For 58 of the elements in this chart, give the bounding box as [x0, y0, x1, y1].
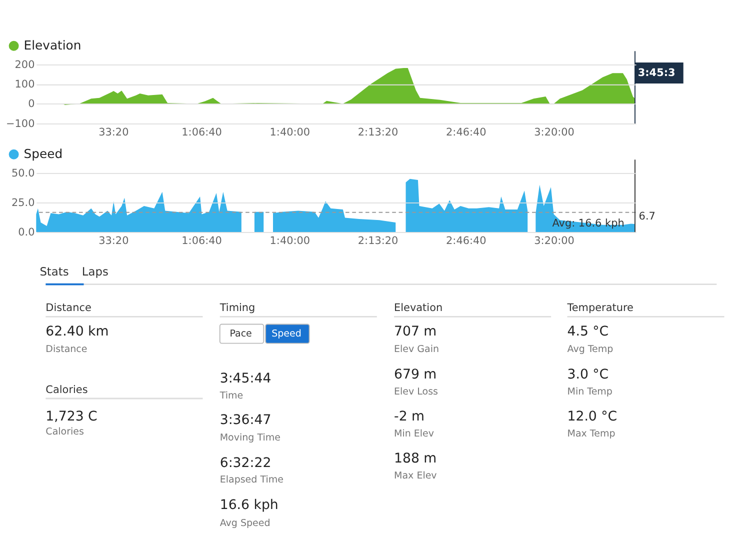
text: Temperature [566, 302, 634, 314]
text: 3:36:47 [220, 413, 272, 428]
text: Max Temp [567, 428, 616, 440]
text: Calories [46, 384, 88, 396]
text: 16.6 kph [220, 498, 278, 513]
text: 3.0 °C [567, 368, 609, 383]
text: Moving Time [220, 432, 281, 444]
text: Stats [40, 264, 69, 279]
y-tick-label: 50.0 [11, 167, 35, 180]
text: Min Elev [394, 428, 434, 440]
text: 188 m [394, 451, 437, 466]
text: 3:45:3 [638, 66, 676, 79]
y-tick-label: 200 [14, 58, 35, 71]
text: Distance [46, 302, 92, 314]
text: Speed [272, 328, 302, 340]
x-tick-label: 33:20 [98, 234, 129, 247]
x-tick-label: 1:40:00 [270, 126, 310, 138]
text: Timing [218, 302, 256, 314]
legend-label: Speed [24, 147, 63, 162]
x-tick-label: 33:20 [98, 126, 129, 138]
y-tick-label: 0 [28, 98, 35, 110]
text: Elevation [394, 302, 443, 314]
text: Min Temp [567, 386, 612, 398]
y-tick-label: 100 [14, 78, 35, 90]
text: Time [218, 390, 244, 402]
text: Elev Gain [394, 344, 440, 355]
text: 12.0 °C [567, 409, 618, 424]
text: -2 m [394, 409, 425, 424]
y-tick-label: 0.0 [18, 226, 35, 238]
legend-label: Elevation [24, 38, 82, 53]
text: Max Elev [394, 470, 438, 482]
text: Laps [82, 264, 108, 279]
text: Calories [46, 426, 84, 438]
x-tick-label: 2:13:20 [358, 126, 398, 138]
x-tick-label: 1:06:40 [182, 234, 222, 247]
text: 4.5 °C [567, 324, 609, 340]
annotation: 6.7 [638, 210, 656, 222]
text: 679 m [394, 368, 437, 383]
text: 6:32:22 [220, 456, 272, 472]
text: Distance [46, 344, 88, 355]
text: 1,723 C [46, 409, 98, 424]
x-tick-label: 3:20:00 [534, 126, 574, 138]
y-tick-label: 25.0 [11, 196, 35, 209]
y-tick-label: −100 [6, 118, 35, 130]
text: Avg Temp [567, 344, 614, 355]
text: 707 m [394, 324, 437, 340]
text: 62.40 km [46, 324, 109, 340]
text: Avg Speed [220, 518, 270, 530]
text: Elapsed Time [220, 474, 284, 486]
x-tick-label: 2:46:40 [446, 126, 486, 138]
text: Pace [230, 328, 252, 340]
x-tick-label: 3:20:00 [534, 234, 574, 247]
x-tick-label: 2:46:40 [446, 234, 486, 247]
x-tick-label: 2:13:20 [358, 234, 398, 247]
x-tick-label: 1:06:40 [182, 126, 222, 138]
x-tick-label: 1:40:00 [270, 234, 310, 247]
text: 3:45:44 [220, 371, 272, 386]
text: Elev Loss [394, 386, 438, 398]
